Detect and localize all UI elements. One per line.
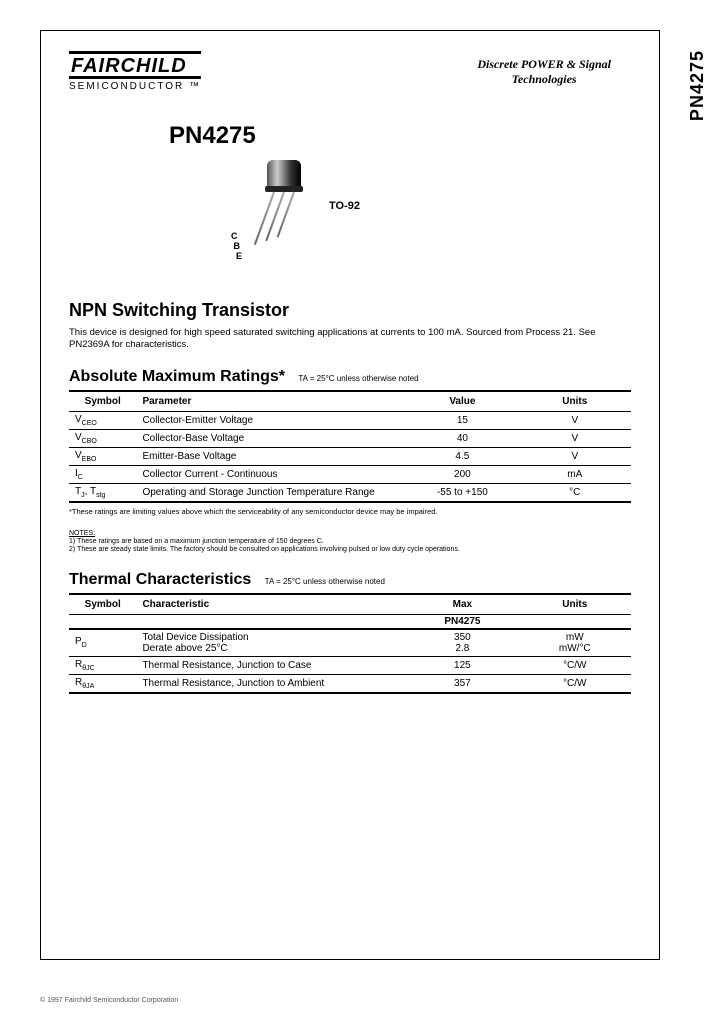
amr-table: Symbol Parameter Value Units VCEOCollect…: [69, 390, 631, 503]
lead-icon: [265, 192, 285, 242]
table-row: RθJAThermal Resistance, Junction to Ambi…: [69, 674, 631, 693]
table-row: ICCollector Current - Continuous200mA: [69, 465, 631, 483]
notes-heading: NOTES:: [69, 530, 95, 537]
cell-max: 350 2.8: [406, 629, 518, 657]
amr-notes: NOTES: 1) These ratings are based on a m…: [69, 530, 631, 555]
datasheet-page: FAIRCHILD SEMICONDUCTOR ™ Discrete POWER…: [40, 30, 660, 960]
copyright-text: © 1997 Fairchild Semiconductor Corporati…: [40, 997, 178, 1004]
cell-parameter: Collector Current - Continuous: [136, 465, 406, 483]
cell-parameter: Operating and Storage Junction Temperatu…: [136, 483, 406, 502]
cell-value: -55 to +150: [406, 483, 518, 502]
note-line: 1) These ratings are based on a maximum …: [69, 538, 324, 545]
cell-units: V: [519, 447, 631, 465]
cell-parameter: Collector-Emitter Voltage: [136, 411, 406, 429]
amr-title: Absolute Maximum Ratings* TA = 25°C unle…: [69, 368, 631, 386]
amr-condition: TA = 25°C unless otherwise noted: [298, 374, 418, 383]
table-row: VCEOCollector-Emitter Voltage15V: [69, 411, 631, 429]
side-part-number: PN4275: [687, 50, 708, 121]
thermal-table: Symbol Characteristic Max Units PN4275 P…: [69, 593, 631, 694]
table-row: VCBOCollector-Base Voltage40V: [69, 429, 631, 447]
description-text: This device is designed for high speed s…: [69, 327, 631, 352]
cell-parameter: Emitter-Base Voltage: [136, 447, 406, 465]
package-name: TO-92: [329, 200, 360, 212]
cell-symbol: RθJC: [69, 656, 136, 674]
cell-value: 40: [406, 429, 518, 447]
logo-name: FAIRCHILD: [69, 51, 201, 79]
header-tagline: Discrete POWER & Signal Technologies: [477, 51, 631, 87]
cell-characteristic: Thermal Resistance, Junction to Case: [136, 656, 406, 674]
cell-units: °C/W: [519, 656, 631, 674]
cell-symbol: VCEO: [69, 411, 136, 429]
tagline-line2: Technologies: [477, 72, 611, 87]
cell-units: mW mW/°C: [519, 629, 631, 657]
amr-title-text: Absolute Maximum Ratings*: [69, 368, 285, 385]
note-line: 2) These are steady state limits. The fa…: [69, 546, 460, 553]
amr-footnote: *These ratings are limiting values above…: [69, 507, 631, 516]
cell-characteristic: Thermal Resistance, Junction to Ambient: [136, 674, 406, 693]
cell-symbol: RθJA: [69, 674, 136, 693]
thermal-th-max: Max: [406, 594, 518, 615]
part-number-title: PN4275: [169, 122, 631, 150]
header-row: FAIRCHILD SEMICONDUCTOR ™ Discrete POWER…: [69, 51, 631, 92]
thermal-th-characteristic: Characteristic: [136, 594, 406, 615]
amr-th-parameter: Parameter: [136, 391, 406, 412]
cell-value: 15: [406, 411, 518, 429]
table-row: RθJCThermal Resistance, Junction to Case…: [69, 656, 631, 674]
lead-icon: [254, 192, 275, 245]
thermal-subhead: PN4275: [406, 614, 518, 629]
table-row: VEBOEmitter-Base Voltage4.5V: [69, 447, 631, 465]
company-logo: FAIRCHILD SEMICONDUCTOR ™: [69, 51, 201, 92]
cell-units: °C/W: [519, 674, 631, 693]
pin-labels: C B E: [231, 232, 242, 262]
amr-th-symbol: Symbol: [69, 391, 136, 412]
logo-subtitle: SEMICONDUCTOR ™: [69, 81, 201, 92]
amr-th-units: Units: [519, 391, 631, 412]
cell-characteristic: Total Device Dissipation Derate above 25…: [136, 629, 406, 657]
cell-units: °C: [519, 483, 631, 502]
cell-symbol: PD: [69, 629, 136, 657]
device-type-heading: NPN Switching Transistor: [69, 300, 631, 321]
amr-th-value: Value: [406, 391, 518, 412]
thermal-th-symbol: Symbol: [69, 594, 136, 615]
cell-value: 4.5: [406, 447, 518, 465]
cell-units: V: [519, 411, 631, 429]
cell-units: V: [519, 429, 631, 447]
cell-units: mA: [519, 465, 631, 483]
cell-max: 125: [406, 656, 518, 674]
thermal-title-text: Thermal Characteristics: [69, 571, 251, 588]
cell-value: 200: [406, 465, 518, 483]
cell-max: 357: [406, 674, 518, 693]
package-drawing: C B E TO-92: [189, 160, 631, 270]
table-row: TJ, TstgOperating and Storage Junction T…: [69, 483, 631, 502]
thermal-th-units: Units: [519, 594, 631, 615]
cell-symbol: TJ, Tstg: [69, 483, 136, 502]
cell-symbol: VEBO: [69, 447, 136, 465]
tagline-line1: Discrete POWER & Signal: [477, 57, 611, 72]
transistor-body-icon: [267, 160, 301, 188]
thermal-condition: TA = 25°C unless otherwise noted: [265, 577, 385, 586]
thermal-title: Thermal Characteristics TA = 25°C unless…: [69, 571, 631, 589]
table-row: PDTotal Device Dissipation Derate above …: [69, 629, 631, 657]
cell-parameter: Collector-Base Voltage: [136, 429, 406, 447]
cell-symbol: VCBO: [69, 429, 136, 447]
cell-symbol: IC: [69, 465, 136, 483]
